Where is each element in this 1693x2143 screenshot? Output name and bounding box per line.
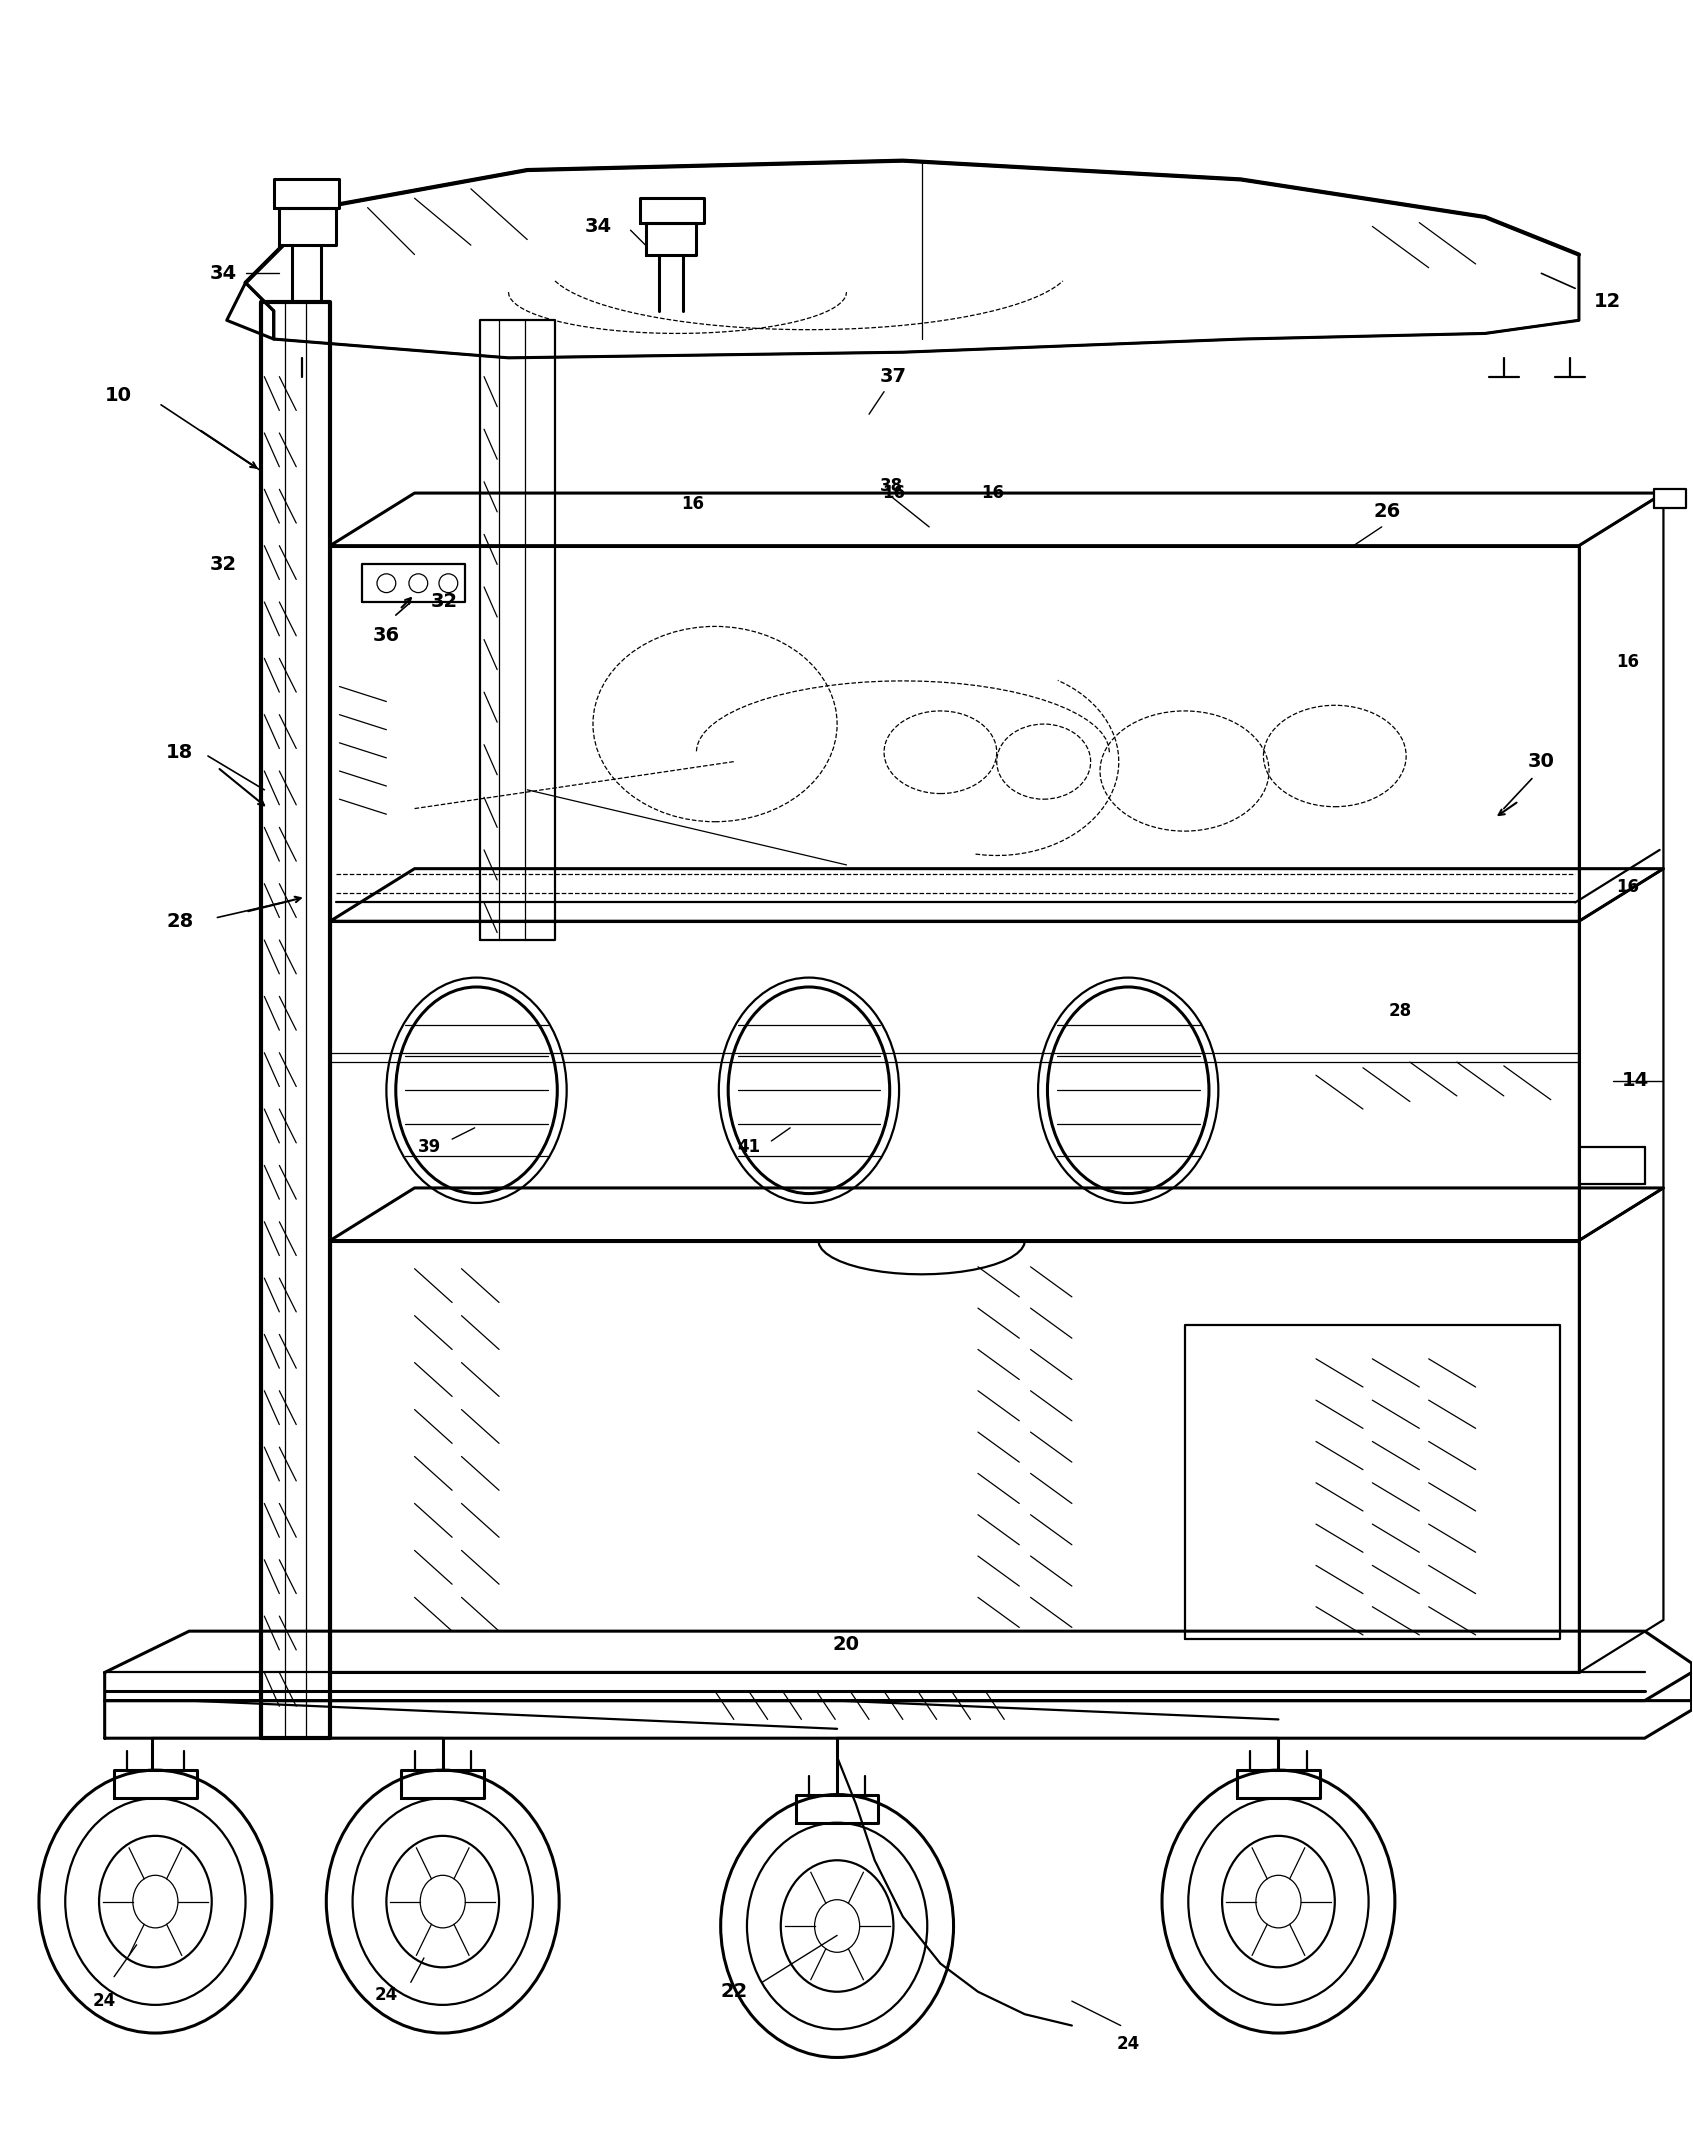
Polygon shape [481, 319, 555, 941]
Polygon shape [330, 1241, 1580, 1672]
Ellipse shape [1161, 1770, 1395, 2034]
Text: 18: 18 [166, 744, 193, 761]
Ellipse shape [396, 988, 557, 1194]
Ellipse shape [721, 1794, 953, 2057]
Polygon shape [245, 161, 1580, 283]
Ellipse shape [420, 1875, 466, 1929]
Text: 24: 24 [1117, 2036, 1139, 2053]
Text: 39: 39 [418, 1138, 442, 1155]
Ellipse shape [410, 574, 428, 594]
Text: 22: 22 [720, 1982, 747, 2002]
Polygon shape [330, 921, 1580, 1241]
Polygon shape [645, 223, 696, 255]
Polygon shape [274, 180, 339, 208]
Polygon shape [1580, 493, 1664, 921]
Ellipse shape [1256, 1875, 1300, 1929]
Text: 10: 10 [105, 386, 132, 405]
Ellipse shape [378, 574, 396, 594]
Text: 16: 16 [882, 484, 906, 501]
Polygon shape [330, 493, 1664, 546]
Polygon shape [1238, 1770, 1321, 1798]
Text: 30: 30 [1527, 752, 1554, 771]
Text: 16: 16 [1617, 654, 1639, 671]
Text: 14: 14 [1622, 1072, 1649, 1091]
Ellipse shape [352, 1798, 533, 2006]
Text: 16: 16 [982, 484, 1004, 501]
Text: 26: 26 [1373, 501, 1402, 521]
Polygon shape [105, 1631, 1691, 1702]
Polygon shape [279, 208, 335, 244]
Text: 34: 34 [586, 216, 613, 236]
Polygon shape [227, 283, 274, 339]
Text: 16: 16 [681, 495, 704, 514]
Ellipse shape [100, 1837, 212, 1967]
Ellipse shape [814, 1899, 860, 1952]
Ellipse shape [747, 1824, 928, 2029]
Text: 37: 37 [880, 366, 907, 386]
Text: 28: 28 [166, 911, 193, 930]
Text: 32: 32 [210, 555, 237, 574]
Ellipse shape [1188, 1798, 1368, 2006]
Polygon shape [261, 302, 330, 1738]
Text: 41: 41 [736, 1138, 760, 1155]
Text: 28: 28 [1388, 1003, 1412, 1020]
Polygon shape [330, 546, 1580, 921]
Text: 24: 24 [374, 1987, 398, 2004]
Text: 24: 24 [93, 1993, 117, 2010]
Ellipse shape [39, 1770, 273, 2034]
Ellipse shape [386, 1837, 499, 1967]
Polygon shape [245, 161, 1580, 358]
Ellipse shape [1048, 988, 1209, 1194]
Ellipse shape [132, 1875, 178, 1929]
Polygon shape [1580, 1187, 1664, 1672]
Ellipse shape [327, 1770, 559, 2034]
Text: 38: 38 [880, 476, 902, 495]
Text: 16: 16 [1617, 879, 1639, 896]
Text: 36: 36 [372, 626, 400, 645]
Polygon shape [330, 868, 1664, 921]
Ellipse shape [780, 1860, 894, 1991]
Polygon shape [1654, 489, 1686, 508]
Polygon shape [796, 1794, 879, 1824]
Text: 32: 32 [432, 591, 459, 611]
Text: 12: 12 [1593, 291, 1620, 311]
Polygon shape [362, 564, 466, 602]
Polygon shape [640, 197, 704, 223]
Ellipse shape [728, 988, 891, 1194]
Ellipse shape [66, 1798, 245, 2006]
Ellipse shape [438, 574, 457, 594]
Polygon shape [1185, 1324, 1561, 1639]
Polygon shape [113, 1770, 196, 1798]
Text: 20: 20 [833, 1635, 860, 1654]
Polygon shape [330, 1187, 1664, 1241]
Text: 34: 34 [210, 264, 237, 283]
Polygon shape [105, 1672, 1691, 1738]
Polygon shape [1580, 868, 1664, 1241]
Polygon shape [401, 1770, 484, 1798]
Ellipse shape [1222, 1837, 1334, 1967]
